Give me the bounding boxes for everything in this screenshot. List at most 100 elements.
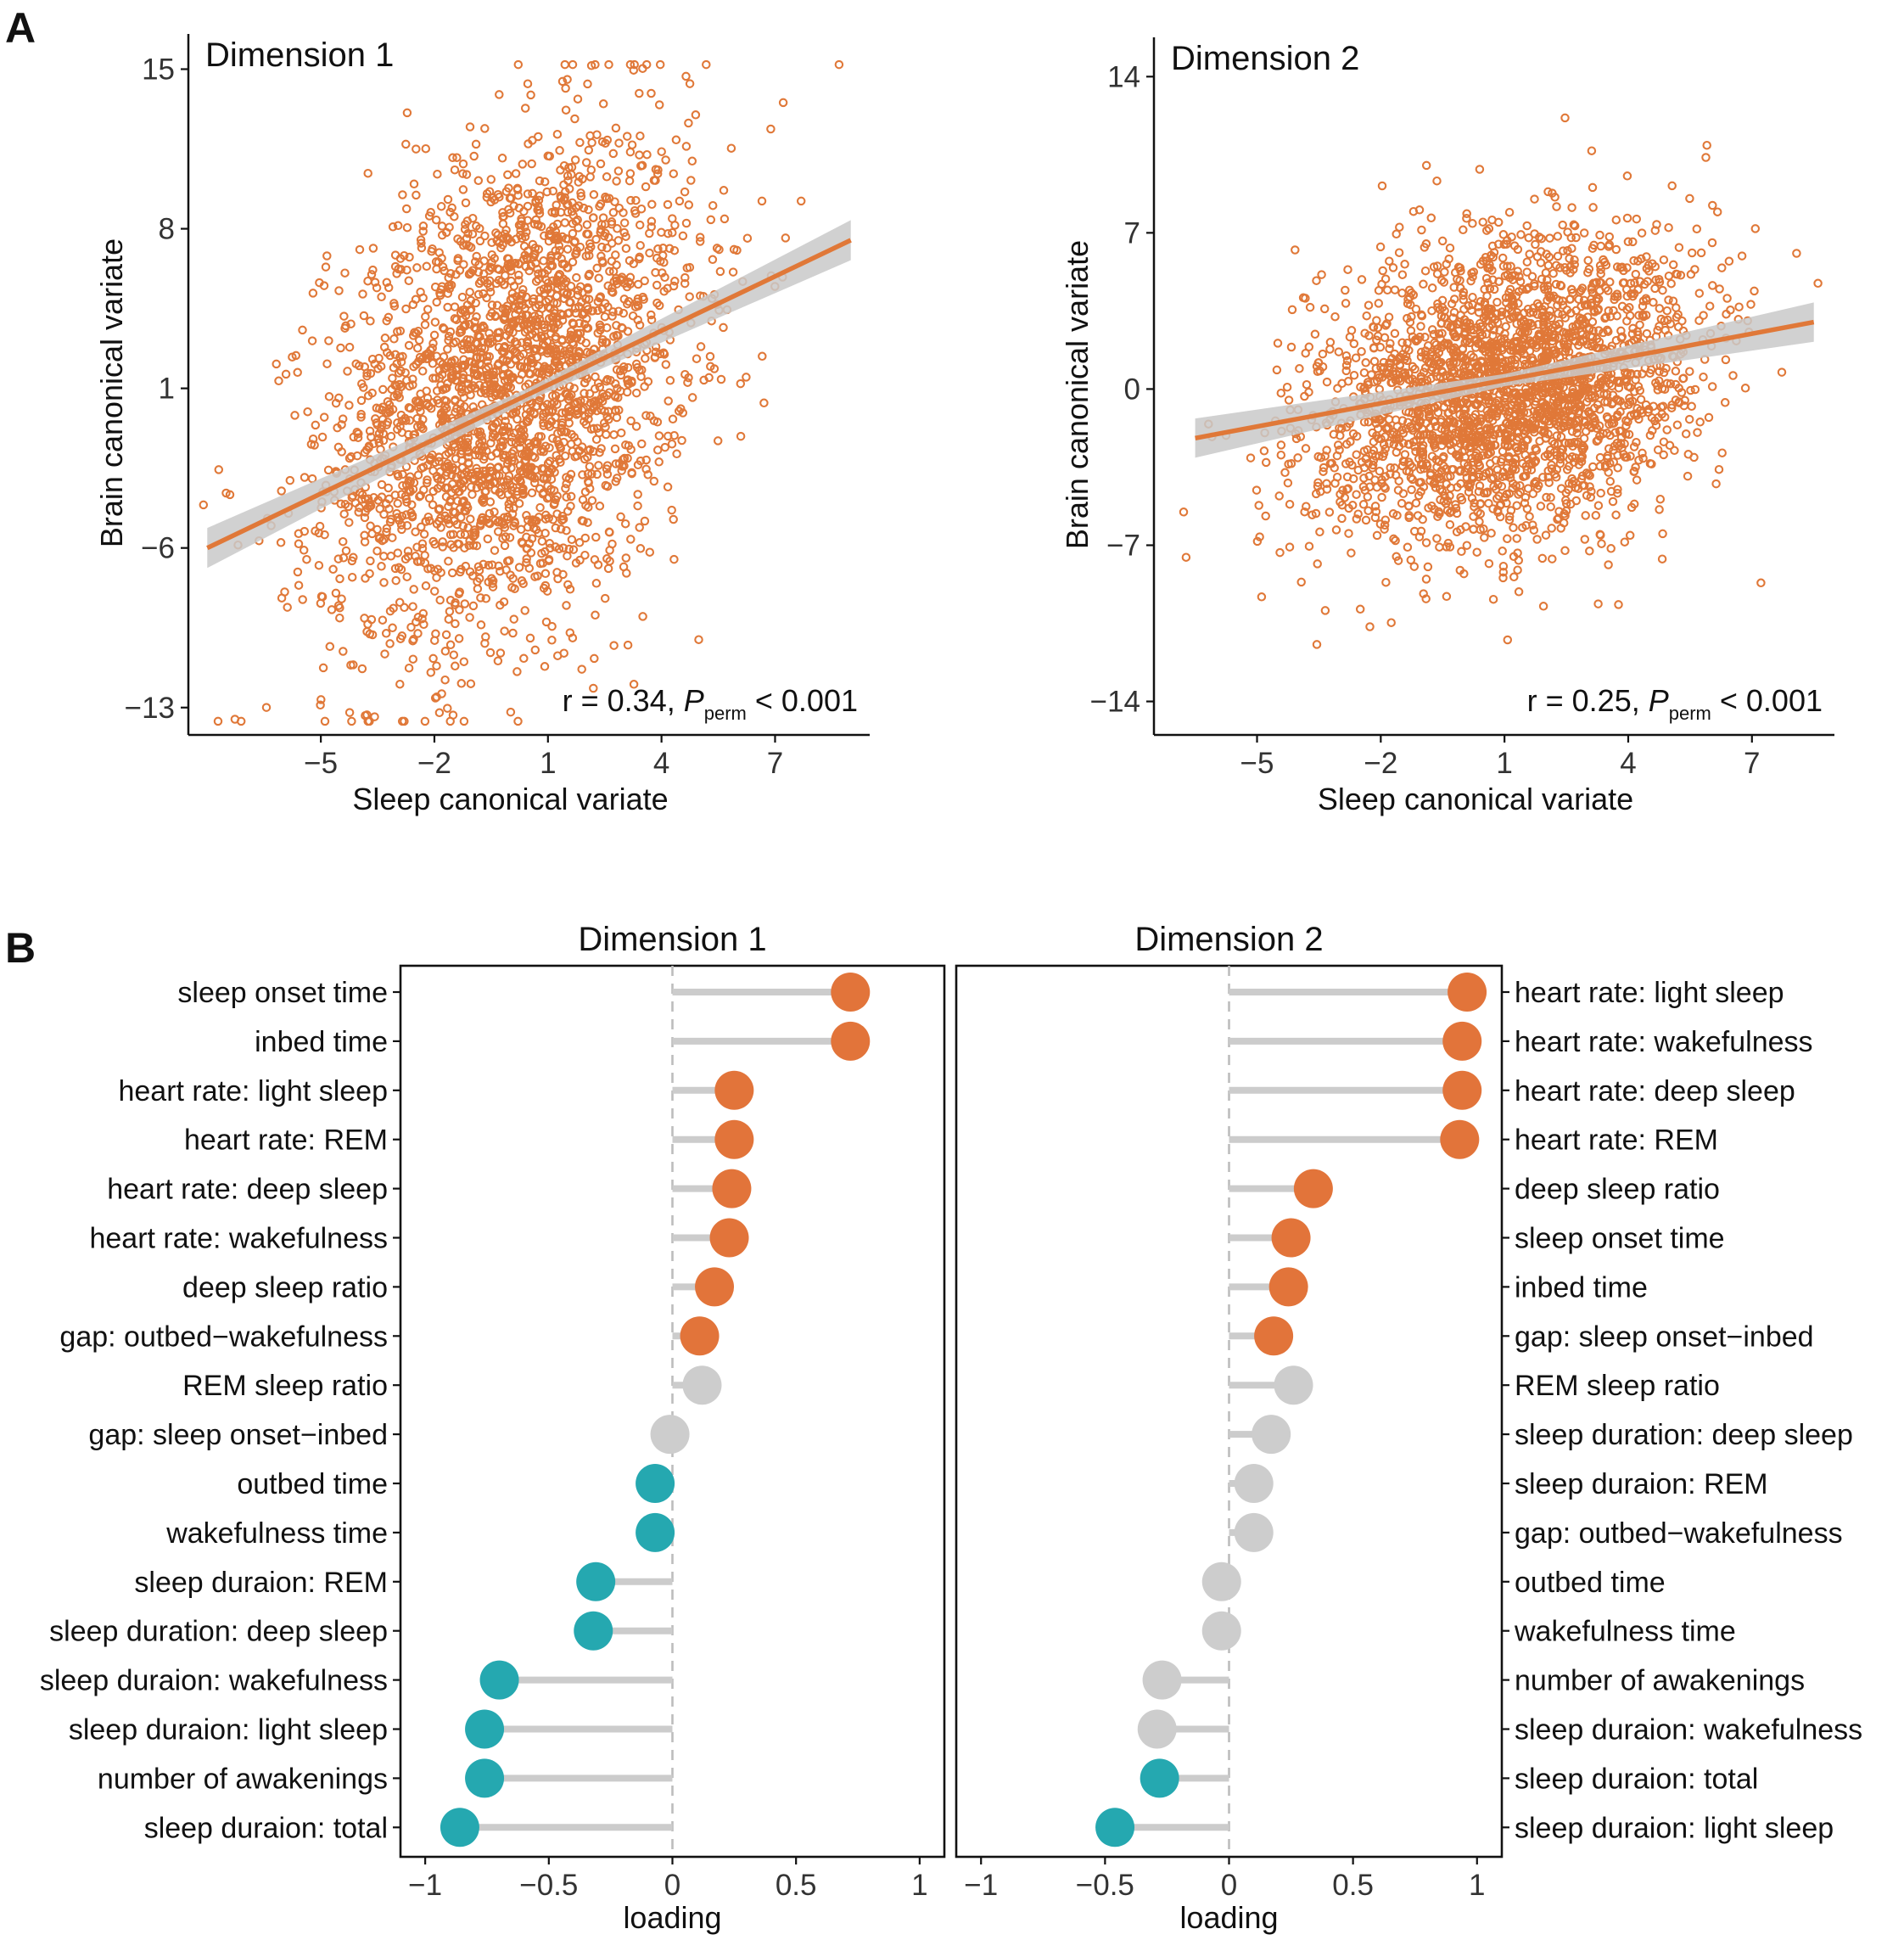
scatter-point: [1317, 270, 1326, 279]
scatter-point: [1400, 354, 1409, 364]
scatter-point: [444, 614, 454, 624]
scatter-point: [450, 211, 459, 221]
scatter-point: [1413, 511, 1423, 520]
scatter-point: [374, 404, 384, 413]
scatter-point: [1503, 534, 1512, 544]
scatter-point: [380, 334, 390, 343]
scatter-point: [1530, 194, 1539, 204]
scatter-point: [1593, 599, 1603, 608]
scatter-point: [469, 322, 479, 333]
scatter-point: [1475, 165, 1485, 174]
scatter-point: [561, 484, 570, 493]
scatter-point: [1701, 153, 1711, 162]
scatter-point: [515, 437, 525, 447]
scatter-point: [592, 423, 602, 433]
scatter-point: [580, 319, 590, 329]
scatter-point: [395, 597, 405, 608]
scatter-point: [1259, 446, 1269, 456]
scatter-point: [486, 197, 496, 207]
scatter-point: [658, 268, 667, 278]
scatter-point: [1498, 253, 1508, 263]
scatter-point: [1552, 202, 1561, 211]
scatter-point: [636, 131, 645, 141]
scatter-point: [590, 653, 599, 664]
scatter-point: [400, 603, 409, 613]
scatter-point: [426, 668, 436, 677]
scatter-point: [1357, 346, 1366, 356]
scatter-point: [432, 573, 441, 582]
scatter-point: [647, 315, 657, 325]
scatter-point: [687, 156, 697, 166]
scatter-point: [641, 455, 651, 465]
scatter-point: [619, 562, 629, 572]
scatter-point: [624, 378, 633, 389]
scatter-point: [600, 311, 610, 322]
scatter-point: [567, 535, 577, 545]
scatter-point: [681, 142, 692, 151]
scatter-point: [596, 251, 606, 261]
scatter-point: [719, 186, 729, 195]
scatter-point: [573, 437, 582, 446]
scatter-point: [1686, 270, 1696, 279]
scatter-point: [412, 343, 423, 353]
scatter-point: [459, 657, 469, 666]
scatter-point: [563, 171, 573, 181]
scatter-point: [368, 265, 378, 275]
scatter-point: [680, 278, 690, 289]
scatter-point: [633, 490, 642, 499]
scatter-point: [517, 216, 526, 226]
scatter-point: [1457, 547, 1466, 557]
scatter-point: [630, 205, 640, 216]
scatter-point: [391, 575, 400, 586]
scatter-point: [602, 244, 612, 253]
scatter-point: [510, 517, 519, 526]
scatter-point: [479, 385, 489, 395]
scatter-point: [473, 176, 484, 186]
scatter-point: [654, 100, 664, 109]
scatter-point: [589, 190, 599, 199]
scatter-point: [494, 275, 504, 285]
scatter-point: [393, 498, 402, 508]
scatter-point: [605, 556, 614, 566]
scatter-point: [1304, 387, 1313, 397]
scatter-point: [1699, 311, 1708, 320]
scatter-point: [522, 558, 531, 568]
scatter-point: [570, 155, 580, 165]
scatter-point: [551, 523, 561, 533]
scatter-point: [518, 467, 527, 476]
scatter-point: [580, 454, 590, 464]
scatter-point: [488, 576, 498, 586]
scatter-point: [633, 501, 642, 511]
scatter-point: [458, 169, 468, 178]
scatter-point: [551, 233, 561, 243]
scatter-point: [456, 530, 466, 539]
scatter-point: [421, 581, 431, 591]
scatter-point: [1488, 594, 1498, 604]
scatter-point: [1462, 214, 1471, 223]
scatter-point: [527, 355, 536, 364]
scatter-point: [583, 468, 593, 479]
scatter-point: [1777, 367, 1787, 377]
scatter-point: [649, 416, 659, 426]
scatter-point: [1498, 547, 1507, 556]
scatter-point: [471, 139, 481, 149]
scatter-point: [1493, 217, 1504, 227]
scatter-point: [377, 479, 387, 490]
scatter-point: [584, 271, 593, 281]
scatter-point: [277, 486, 286, 496]
scatter-point: [532, 367, 542, 377]
scatter-point: [1406, 555, 1416, 565]
scatter-point: [293, 567, 303, 577]
scatter-point: [448, 153, 457, 163]
scatter-point: [1181, 552, 1191, 562]
scatter-point: [1273, 339, 1283, 348]
scatter-point: [465, 269, 474, 278]
scatter-point: [560, 193, 569, 202]
scatter-point: [629, 680, 639, 689]
scatter-point: [1728, 371, 1738, 380]
scatter-point: [382, 316, 391, 326]
scatter-point: [440, 675, 450, 685]
scatter-point: [541, 297, 551, 306]
scatter-point: [417, 614, 427, 624]
scatter-point: [573, 94, 583, 104]
